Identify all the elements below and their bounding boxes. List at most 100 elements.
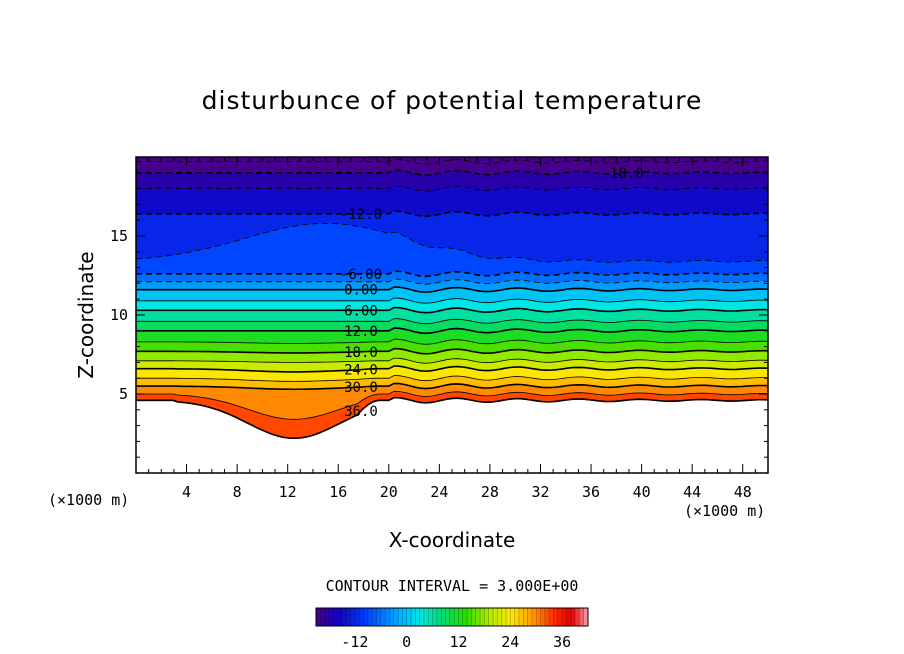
colorbar-cell xyxy=(449,608,455,626)
colorbar-cell xyxy=(324,608,330,626)
contour-line xyxy=(136,222,768,263)
contour-line xyxy=(136,347,768,355)
colorbar-cell xyxy=(557,608,563,626)
contour-line xyxy=(136,357,768,364)
colorbar-cell xyxy=(544,608,550,626)
x-tick-label: 28 xyxy=(481,483,499,501)
contour-labels: -18.0 -12.0 -6.000.00 6.00 12.0 18.0 24.030.0 3… xyxy=(340,166,644,420)
contour-line xyxy=(136,327,768,335)
colorbar-cell xyxy=(484,608,489,626)
contour-label: 24.0 xyxy=(344,363,378,379)
x-axis-label: X-coordinate xyxy=(388,528,516,552)
contour-line xyxy=(136,382,768,391)
contour-label: 12.0 xyxy=(344,324,378,340)
colorbar-cell xyxy=(436,608,442,626)
colorbar-cell xyxy=(462,608,468,626)
colorbar-cell xyxy=(553,608,559,626)
contour-interval-text: CONTOUR INTERVAL = 3.000E+00 xyxy=(325,577,579,595)
colorbar-cell xyxy=(410,608,416,626)
colorbar-cell xyxy=(527,608,533,626)
colorbar-cell xyxy=(493,608,498,626)
contour-label: 36.0 xyxy=(344,404,378,420)
colorbar: -12 0 12 24 36 xyxy=(315,607,589,651)
colorbar-cell xyxy=(385,608,390,626)
colorbar-cell xyxy=(523,608,528,626)
contour-label: -12.0 xyxy=(340,207,382,223)
y-axis: 5 10 15 xyxy=(110,156,768,474)
contour-line xyxy=(136,390,768,420)
colorbar-cell xyxy=(398,608,403,626)
colorbar-cell xyxy=(467,608,472,626)
colorbar-cell xyxy=(549,608,554,626)
x-tick-label: 32 xyxy=(531,483,549,501)
x-tick-label: 36 xyxy=(582,483,600,501)
contour-line xyxy=(136,169,768,177)
colorbar-cell xyxy=(333,608,338,626)
colorbar-cell xyxy=(518,608,524,626)
contour-line xyxy=(136,210,768,218)
colorbar-cell xyxy=(376,608,382,626)
chart-title: disturbunce of potential temperature xyxy=(201,86,703,115)
contour-line xyxy=(136,396,768,440)
contour-label: 6.00 xyxy=(344,303,378,319)
x-tick-label: 20 xyxy=(380,483,398,501)
colorbar-cell xyxy=(497,608,502,626)
contour-line xyxy=(136,297,768,304)
contour-line xyxy=(136,185,768,192)
terrain-mask xyxy=(136,398,768,473)
x-tick-label: 12 xyxy=(279,483,297,501)
colorbar-cell xyxy=(402,608,407,626)
colorbar-cell xyxy=(341,608,347,626)
x-tick-label: 48 xyxy=(734,483,752,501)
colorbar-cell xyxy=(406,608,412,626)
contour-line xyxy=(136,158,768,165)
colorbar-cell xyxy=(454,608,459,626)
colorbar-tick-label: 24 xyxy=(501,633,519,651)
colorbar-cell xyxy=(540,608,546,626)
colorbar-tick-label: 36 xyxy=(553,633,571,651)
contour-line xyxy=(136,375,768,382)
colorbar-cell xyxy=(531,608,537,626)
y-axis-label: Z-coordinate xyxy=(74,251,98,379)
colorbar-cell xyxy=(445,608,451,626)
colorbar-cell xyxy=(367,608,373,626)
colorbar-cell xyxy=(510,608,515,626)
colorbar-cell xyxy=(393,608,399,626)
contour-label: -18.0 xyxy=(602,166,644,182)
colorbar-cell xyxy=(359,608,364,626)
x-tick-label: 8 xyxy=(233,483,242,501)
colorbar-cell xyxy=(488,608,494,626)
colorbar-tick-label: -12 xyxy=(341,633,368,651)
x-axis: 4 8 12 16 20 24 28 32 36 40 44 48 xyxy=(135,157,769,501)
colorbar-cell xyxy=(363,608,369,626)
x-unit-left: (×1000 m) xyxy=(48,491,130,509)
colorbar-cell xyxy=(458,608,464,626)
x-tick-label: 40 xyxy=(633,483,651,501)
contour-line xyxy=(136,306,768,314)
colorbar-cell xyxy=(328,608,334,626)
colorbar-tick-label: 12 xyxy=(449,633,467,651)
contour-label: 30.0 xyxy=(344,380,378,396)
colorbar-cell xyxy=(570,608,576,626)
colorbar-cell xyxy=(372,608,377,626)
contour-line xyxy=(136,365,768,373)
y-tick-label: 5 xyxy=(119,385,128,403)
colorbar-cell xyxy=(536,608,541,626)
colorbar-cell xyxy=(566,608,572,626)
colorbar-cell xyxy=(419,608,425,626)
colorbar-cell xyxy=(441,608,446,626)
colorbar-cell xyxy=(354,608,360,626)
colorbar-cell xyxy=(428,608,433,626)
colorbar-cell xyxy=(471,608,477,626)
colorbar-cell xyxy=(575,608,580,626)
colorbar-cell xyxy=(579,608,584,626)
colorbar-cell xyxy=(346,608,351,626)
contour-label: 18.0 xyxy=(344,345,378,361)
colorbar-tick-label: 0 xyxy=(402,633,411,651)
colorbar-cell xyxy=(320,608,325,626)
x-unit-right: (×1000 m) xyxy=(684,502,766,520)
colorbar-cell xyxy=(501,608,507,626)
y-tick-label: 10 xyxy=(110,306,128,324)
colorbar-cell xyxy=(423,608,429,626)
colorbar-cell xyxy=(316,608,321,626)
